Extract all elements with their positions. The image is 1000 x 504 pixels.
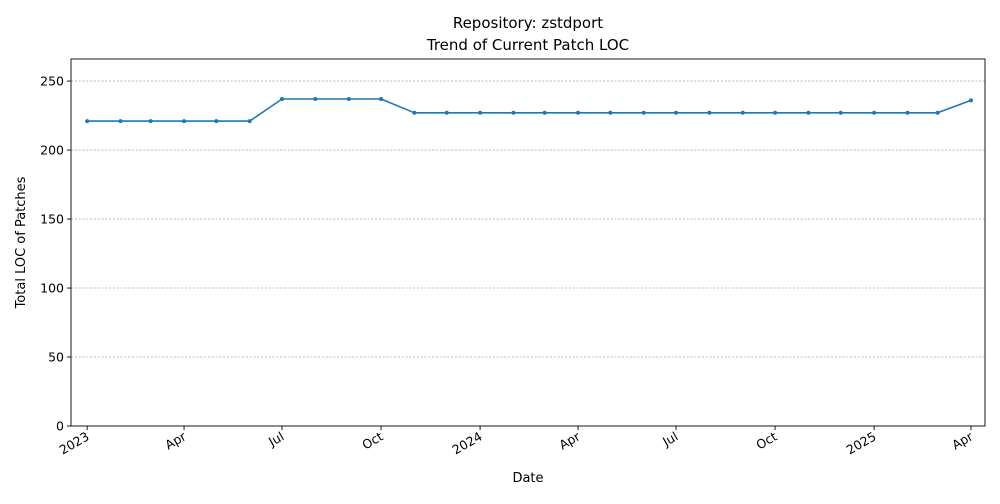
y-axis: 0 50 100 150 200 250 (40, 74, 71, 434)
x-tick-label: Jul (265, 429, 286, 450)
chart-title: Repository: zstdport (453, 14, 603, 32)
data-point (346, 97, 351, 102)
data-point (214, 119, 219, 124)
data-point (478, 110, 483, 115)
x-tick-label: Jul (659, 429, 680, 450)
y-tick-label: 250 (40, 74, 64, 89)
data-point (118, 119, 123, 124)
grid (71, 80, 985, 358)
data-point (806, 110, 811, 115)
data-point (740, 110, 745, 115)
data-point (148, 119, 153, 124)
data-point (511, 110, 516, 115)
data-point (969, 98, 974, 103)
series (85, 97, 974, 124)
data-point (838, 110, 843, 115)
x-axis-label: Date (512, 471, 543, 486)
data-point (576, 110, 581, 115)
data-point (707, 110, 712, 115)
data-point (280, 97, 285, 102)
data-point (872, 110, 877, 115)
plot-frame (70, 58, 986, 427)
y-tick-label: 200 (40, 143, 64, 158)
y-axis-label: Total LOC of Patches (14, 176, 29, 309)
data-point (247, 119, 252, 124)
data-point (444, 110, 449, 115)
data-point (85, 119, 90, 124)
data-point (905, 110, 910, 115)
data-point (313, 97, 318, 102)
y-tick-label: 150 (40, 212, 64, 227)
data-point (608, 110, 613, 115)
data-point (412, 110, 417, 115)
data-point (641, 110, 646, 115)
y-tick-label: 0 (56, 419, 64, 434)
y-tick-label: 50 (48, 350, 64, 365)
data-point (773, 110, 778, 115)
data-point (182, 119, 187, 124)
y-tick-label: 100 (40, 281, 64, 296)
data-point (674, 110, 679, 115)
chart-subtitle: Trend of Current Patch LOC (426, 36, 629, 54)
data-point (542, 110, 547, 115)
data-point (379, 97, 384, 102)
data-point (935, 110, 940, 115)
series-line (87, 98, 972, 122)
